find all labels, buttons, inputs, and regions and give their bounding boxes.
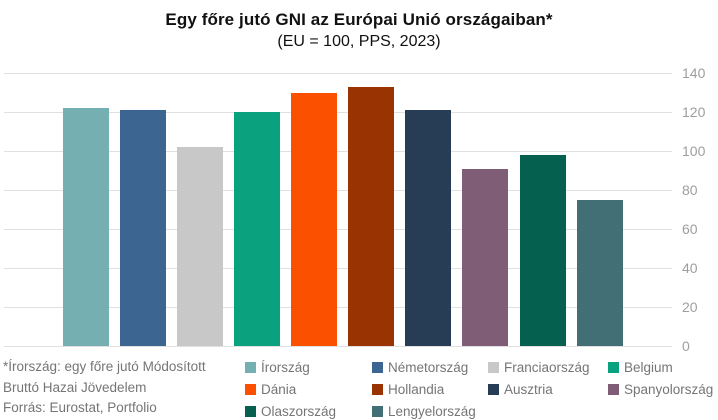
legend-label: Dánia: [261, 381, 297, 397]
footnote-line-3: Forrás: Eurostat, Portfolio: [3, 400, 157, 415]
legend-item-spanyolorszag: Spanyolország: [608, 379, 713, 399]
y-tick-label-60: 60: [682, 221, 698, 237]
legend-item-olaszorszag: Olaszország: [245, 401, 336, 420]
legend-marker-icon: [372, 383, 383, 395]
y-tick-label-80: 80: [682, 182, 698, 198]
gridline-y40: [4, 267, 672, 269]
chart-footnote: *Írország: egy főre jutó Módosított Brut…: [3, 357, 206, 419]
legend-label: Olaszország: [261, 403, 337, 419]
legend-item-franciaorszag: Franciaország: [488, 357, 590, 377]
legend-item-nemetorszag: Németország: [372, 357, 468, 377]
chart-title: Egy főre jutó GNI az Európai Unió ország…: [165, 10, 553, 29]
legend-marker-icon: [372, 361, 383, 373]
y-tick-label-140: 140: [682, 65, 706, 81]
bar-spanyolorszag: [462, 168, 508, 346]
legend-marker-icon: [245, 361, 256, 373]
gridline-y60: [4, 228, 672, 230]
y-tick-label-20: 20: [682, 299, 698, 315]
legend-label: Hollandia: [388, 381, 445, 397]
legend-label: Spanyolország: [624, 381, 714, 397]
legend-label: Írország: [261, 359, 310, 375]
legend-item-dania: Dánia: [245, 379, 296, 399]
bar-irorszag: [63, 108, 109, 346]
legend-marker-icon: [245, 405, 256, 417]
legend-marker-icon: [608, 383, 619, 395]
footnote-line-1: *Írország: egy főre jutó Módosított: [3, 359, 206, 374]
gridline-y20: [4, 306, 672, 308]
bar-belgium: [234, 112, 280, 346]
legend-label: Lengyelország: [388, 403, 476, 419]
legend-marker-icon: [608, 361, 619, 373]
bar-franciaorszag: [177, 147, 223, 346]
legend-label: Franciaország: [504, 359, 590, 375]
legend-item-ausztria: Ausztria: [488, 379, 553, 399]
legend-item-belgium: Belgium: [608, 357, 673, 377]
legend-label: Ausztria: [504, 381, 553, 397]
gridline-y100: [4, 150, 672, 152]
y-tick-label-0: 0: [682, 338, 690, 354]
legend-marker-icon: [245, 383, 256, 395]
legend-item-irorszag: Írország: [245, 357, 310, 377]
footnote-line-2: Bruttó Hazai Jövedelem: [3, 379, 147, 395]
bar-ausztria: [405, 110, 451, 346]
legend-label: Németország: [388, 359, 469, 375]
bar-lengyelorszag: [577, 199, 623, 346]
bar-olaszorszag: [520, 154, 566, 346]
legend-item-hollandia: Hollandia: [372, 379, 444, 399]
legend-marker-icon: [372, 405, 383, 417]
bar-hollandia: [348, 86, 394, 346]
chart-subtitle: (EU = 100, PPS, 2023): [277, 33, 441, 50]
gridline-y80: [4, 189, 672, 191]
y-tick-label-100: 100: [682, 143, 706, 159]
bar-nemetorszag: [120, 110, 166, 346]
legend-item-lengyelorszag: Lengyelország: [372, 401, 476, 420]
y-tick-label-120: 120: [682, 104, 706, 120]
gridline-y120: [4, 111, 672, 113]
bar-dania: [291, 92, 337, 346]
gridline-y140: [4, 72, 672, 74]
y-tick-label-40: 40: [682, 260, 698, 276]
legend-label: Belgium: [624, 359, 673, 375]
legend-marker-icon: [488, 361, 499, 373]
gridline-y0: [4, 345, 672, 347]
legend-marker-icon: [488, 383, 499, 395]
